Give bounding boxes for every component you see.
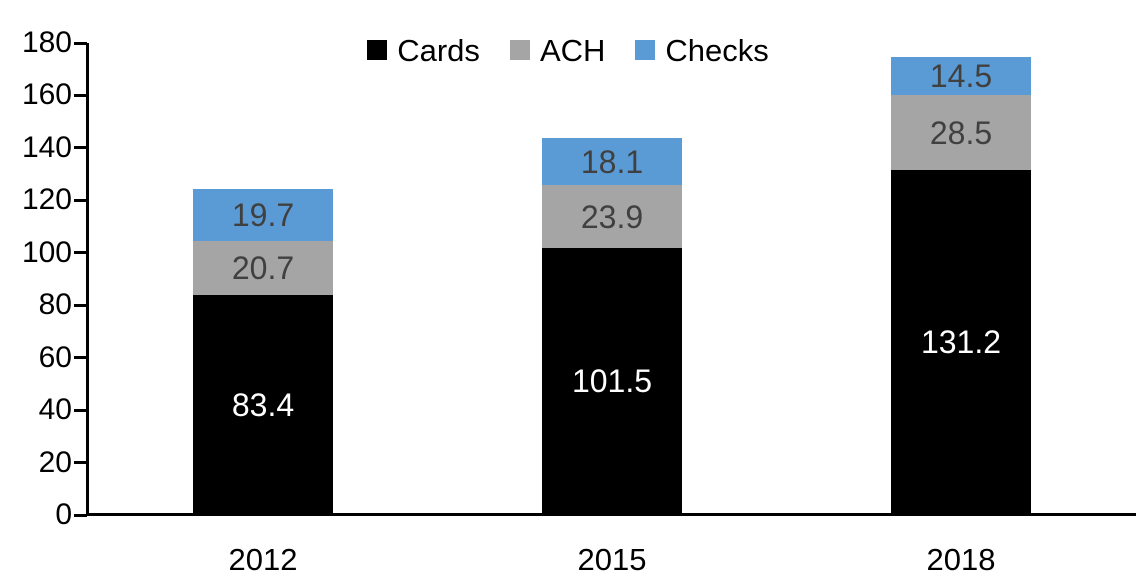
bar-value-label: 23.9	[580, 198, 644, 235]
bar-value-label: 18.1	[580, 143, 644, 180]
bar-value-label: 20.7	[231, 250, 295, 286]
bar-value-label: 101.5	[571, 363, 653, 399]
y-axis-tick-label: 80	[38, 288, 72, 321]
y-axis-tick-label: 20	[38, 446, 72, 479]
bar-segment-ach-2018: 28.5	[891, 95, 1031, 170]
bar-value-label: 28.5	[929, 114, 993, 151]
bar-segment-cards-2018: 131.2	[891, 170, 1031, 514]
y-axis-tick-label: 100	[21, 236, 72, 269]
bar-value-label: 131.2	[920, 324, 1002, 360]
y-axis-tick-label: 120	[21, 183, 72, 216]
chart-legend: Cards ACH Checks	[0, 30, 1136, 70]
legend-label: ACH	[539, 32, 606, 68]
y-axis-tick	[74, 409, 87, 412]
y-axis-tick-label: 40	[38, 393, 72, 426]
x-axis-label-2015: 2015	[577, 542, 647, 577]
bar-segment-checks-2012: 19.7	[193, 189, 333, 241]
bar-value-label: 19.7	[231, 197, 295, 233]
legend-item-cards: Cards	[367, 35, 480, 66]
y-axis-tick-label: 60	[38, 341, 72, 374]
x-axis-label-2012: 2012	[228, 542, 298, 577]
y-axis-tick	[74, 94, 87, 97]
y-axis-line	[86, 43, 89, 516]
bar-segment-ach-2015: 23.9	[542, 185, 682, 248]
x-axis-line	[86, 513, 1136, 516]
y-axis-tick	[74, 356, 87, 359]
y-axis-tick	[74, 146, 87, 149]
bar-segment-checks-2018: 14.5	[891, 57, 1031, 95]
y-axis-tick-label: 140	[21, 131, 72, 164]
y-axis-tick	[74, 514, 87, 517]
y-axis-tick-label: 0	[55, 498, 72, 531]
y-axis-tick-label: 160	[21, 78, 72, 111]
y-axis-tick	[74, 304, 87, 307]
legend-item-checks: Checks	[635, 32, 769, 68]
legend-swatch-ach-icon	[509, 40, 530, 60]
legend-label: Checks	[665, 32, 769, 68]
legend-swatch-checks-icon	[635, 40, 656, 60]
bar-segment-ach-2012: 20.7	[193, 241, 333, 295]
bar-value-label: 14.5	[929, 58, 993, 94]
y-axis-tick	[74, 42, 87, 45]
bar-segment-checks-2015: 18.1	[542, 138, 682, 185]
bar-segment-cards-2012: 83.4	[193, 295, 333, 514]
x-axis-label-2018: 2018	[926, 542, 996, 577]
y-axis-tick	[74, 461, 87, 464]
y-axis-tick-label: 180	[21, 26, 72, 59]
legend-label: Cards	[397, 32, 480, 68]
bar-segment-cards-2015: 101.5	[542, 248, 682, 514]
y-axis-tick	[74, 251, 87, 254]
legend-swatch-cards-icon	[367, 40, 388, 60]
bar-value-label: 83.4	[231, 386, 295, 423]
legend-item-ach: ACH	[509, 32, 606, 68]
y-axis-tick	[74, 199, 87, 202]
